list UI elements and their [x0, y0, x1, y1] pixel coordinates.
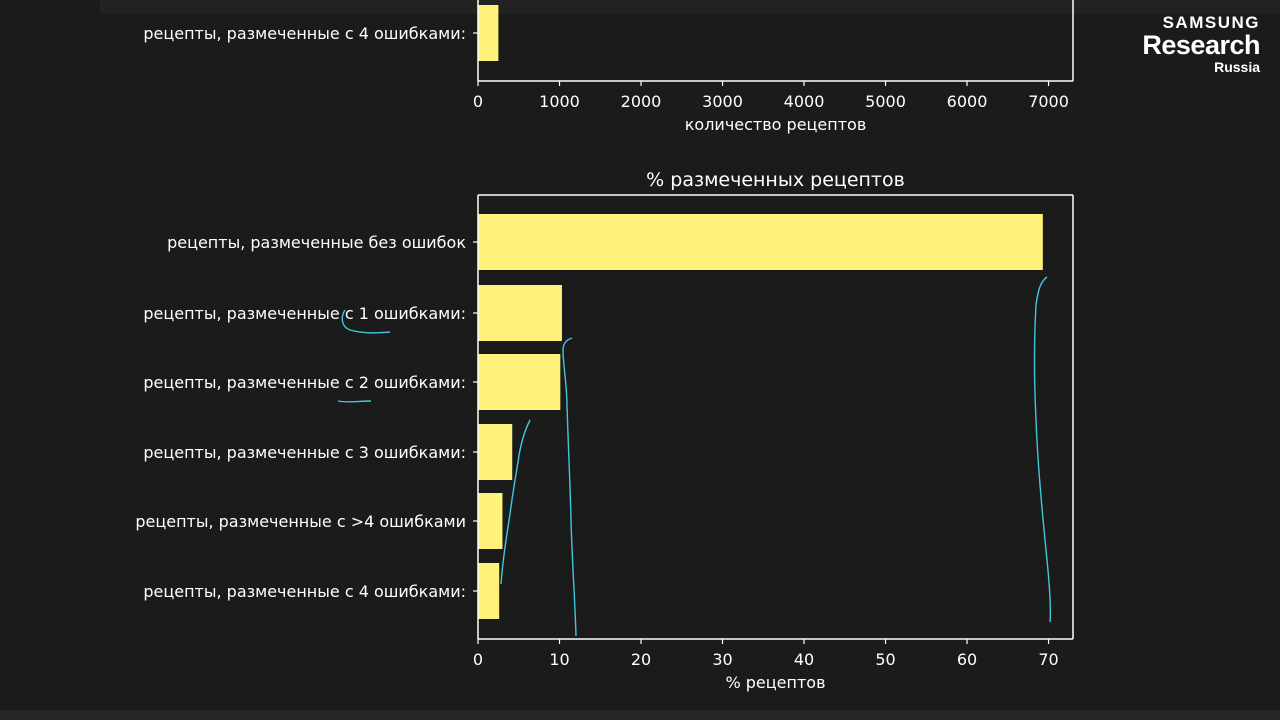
x-tick-label: 7000	[1028, 92, 1069, 111]
category-label: рецепты, размеченные с 4 ошибками:	[143, 582, 466, 601]
annotation-curve-3	[562, 337, 577, 637]
category-label: рецепты, размеченные с >4 ошибками	[135, 512, 466, 531]
category-label: рецепты, размеченные с 1 ошибками:	[143, 304, 466, 323]
x-tick-label: 3000	[702, 92, 743, 111]
logo-line-research: Research	[1142, 30, 1260, 60]
x-tick-label: 40	[794, 650, 814, 669]
bar	[478, 563, 500, 619]
handwritten-annotations	[337, 276, 1052, 637]
bar	[478, 285, 562, 341]
bar	[478, 424, 513, 480]
x-tick-label: 50	[875, 650, 895, 669]
annotation-curve-2	[337, 400, 372, 403]
x-tick-label: 4000	[784, 92, 825, 111]
category-label: рецепты, размеченные без ошибок	[167, 233, 466, 252]
x-tick-label: 6000	[947, 92, 988, 111]
category-label: рецепты, размеченные с 4 ошибками:	[143, 24, 466, 43]
samsung-research-logo: SAMSUNG Research Russia	[1142, 14, 1260, 74]
logo-line-samsung: SAMSUNG	[1162, 13, 1260, 32]
annotation-curve-1	[341, 309, 391, 334]
chart-title: % размеченных рецептов	[646, 169, 905, 191]
x-tick-label: 1000	[539, 92, 580, 111]
x-axis-label: количество рецептов	[685, 115, 867, 134]
x-tick-label: 30	[712, 650, 732, 669]
category-label: рецепты, размеченные с 2 ошибками:	[143, 373, 466, 392]
x-tick-label: 0	[473, 92, 483, 111]
logo-line-russia: Russia	[1214, 59, 1260, 75]
annotation-curve-5	[1033, 276, 1052, 623]
x-tick-label: 20	[631, 650, 651, 669]
category-label: рецепты, размеченные с 3 ошибками:	[143, 443, 466, 462]
bar	[478, 214, 1043, 270]
x-tick-label: 10	[549, 650, 569, 669]
x-axis-label: % рецептов	[725, 673, 825, 692]
x-tick-label: 70	[1038, 650, 1058, 669]
x-tick-label: 60	[957, 650, 977, 669]
bar	[478, 5, 499, 61]
annotation-curve-4	[500, 419, 531, 585]
top-strip	[100, 0, 1280, 14]
bar	[478, 493, 503, 549]
bottom-strip	[0, 710, 1280, 720]
x-tick-label: 5000	[865, 92, 906, 111]
bar	[478, 354, 561, 410]
x-tick-label: 0	[473, 650, 483, 669]
x-tick-label: 2000	[621, 92, 662, 111]
